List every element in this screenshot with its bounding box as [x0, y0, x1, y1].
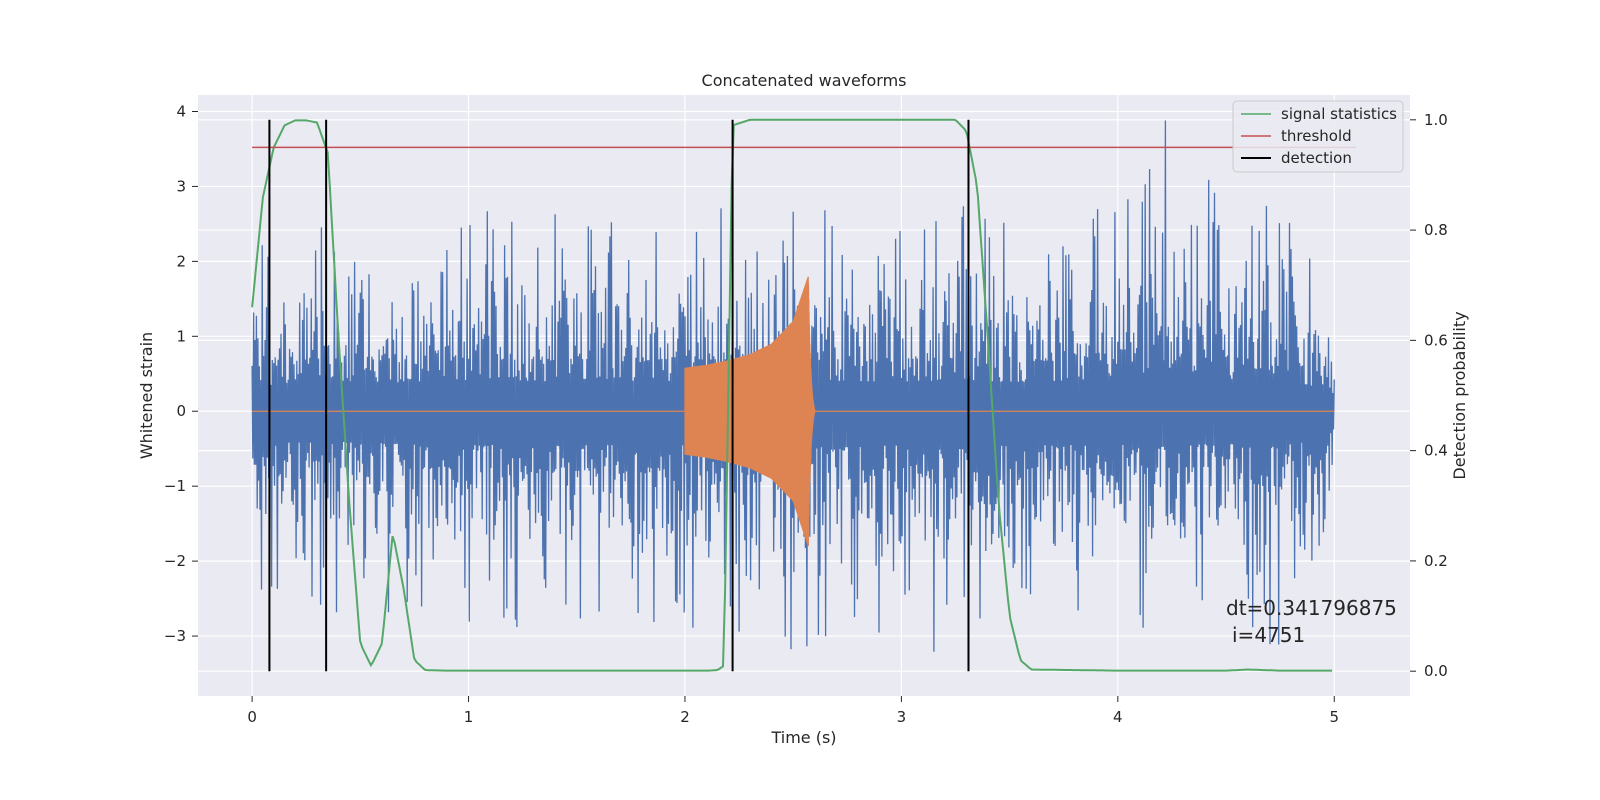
y2-tick-label: 0.4 — [1424, 442, 1448, 460]
legend: signal statistics threshold detection — [1232, 100, 1404, 173]
series-injected-waveform — [252, 276, 1335, 547]
y2-tick-label: 0.6 — [1424, 331, 1448, 349]
x-tick-label: 4 — [1113, 708, 1123, 726]
chart-title: Concatenated waveforms — [702, 71, 907, 90]
y-tick-label: −2 — [164, 552, 186, 570]
legend-label-threshold: threshold — [1281, 127, 1352, 145]
y-tick-label: 0 — [176, 402, 186, 420]
legend-box — [1232, 100, 1404, 173]
x-tick-label: 0 — [247, 708, 257, 726]
x-tick-label: 3 — [897, 708, 907, 726]
series-signal-statistics — [251, 118, 1333, 672]
annotation-index: i=4751 — [1232, 623, 1305, 647]
x-tick-label: 1 — [464, 708, 474, 726]
axes: 0 1 2 3 4 5 −3 −2 −1 0 1 2 3 4 0.0 0.2 0.4 0.6 0.8 1.0 — [164, 102, 1448, 726]
y2-axis-label: Detection probability — [1450, 311, 1469, 479]
legend-label-signal-statistics: signal statistics — [1281, 105, 1397, 123]
y-tick-label: 2 — [176, 252, 186, 270]
x-tick-label: 5 — [1329, 708, 1339, 726]
y2-tick-label: 0.8 — [1424, 221, 1448, 239]
y-tick-label: −1 — [164, 477, 186, 495]
y-tick-label: −3 — [164, 627, 186, 645]
x-axis-label: Time (s) — [770, 728, 836, 747]
y2-tick-label: 0.2 — [1424, 552, 1448, 570]
y-axis-label: Whitened strain — [137, 332, 156, 459]
y2-tick-label: 0.0 — [1424, 662, 1448, 680]
y-tick-label: 4 — [176, 102, 186, 120]
annotation-dt: dt=0.341796875 — [1226, 596, 1397, 620]
series-whitened-strain — [251, 120, 1335, 652]
x-tick-label: 2 — [680, 708, 690, 726]
y-tick-label: 1 — [176, 327, 186, 345]
legend-label-detection: detection — [1281, 149, 1352, 167]
y-tick-label: 3 — [176, 177, 186, 195]
y2-tick-label: 1.0 — [1424, 111, 1448, 129]
data-layer — [251, 118, 1356, 672]
